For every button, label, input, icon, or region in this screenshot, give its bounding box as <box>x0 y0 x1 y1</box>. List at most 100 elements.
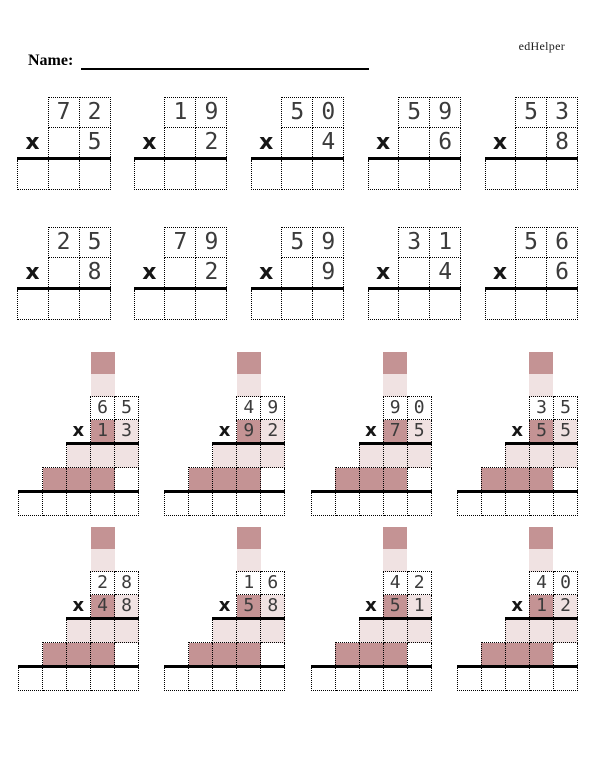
answer-cell[interactable] <box>484 287 516 320</box>
partial-product-cell[interactable] <box>504 618 530 643</box>
answer-cell[interactable] <box>66 665 91 691</box>
work-cell[interactable] <box>281 127 314 159</box>
work-cell[interactable] <box>281 257 314 289</box>
partial-product-cell[interactable] <box>42 642 67 667</box>
answer-cell[interactable] <box>260 665 286 691</box>
answer-cell[interactable] <box>164 157 197 190</box>
carry-box-dark[interactable] <box>383 527 408 549</box>
partial-product-cell[interactable] <box>236 642 262 667</box>
answer-cell[interactable] <box>260 490 286 516</box>
partial-product-cell[interactable] <box>358 467 384 492</box>
partial-product-cell[interactable] <box>236 443 262 468</box>
answer-cell[interactable] <box>312 287 345 320</box>
partial-product-cell[interactable] <box>504 642 530 667</box>
answer-cell[interactable] <box>546 157 578 190</box>
answer-cell[interactable] <box>312 157 345 190</box>
partial-product-cell[interactable] <box>552 618 578 643</box>
partial-product-cell[interactable] <box>114 467 139 492</box>
partial-product-cell[interactable] <box>260 618 286 643</box>
answer-cell[interactable] <box>133 287 166 320</box>
answer-cell[interactable] <box>114 665 139 691</box>
partial-product-cell[interactable] <box>358 443 384 468</box>
answer-cell[interactable] <box>480 490 506 516</box>
work-cell[interactable] <box>164 127 197 159</box>
partial-product-cell[interactable] <box>90 642 115 667</box>
answer-cell[interactable] <box>188 665 214 691</box>
partial-product-cell[interactable] <box>114 618 139 643</box>
answer-cell[interactable] <box>358 490 384 516</box>
carry-box-light[interactable] <box>383 549 408 572</box>
answer-cell[interactable] <box>212 665 238 691</box>
work-cell[interactable] <box>398 257 431 289</box>
partial-product-cell[interactable] <box>406 467 432 492</box>
answer-cell[interactable] <box>429 287 462 320</box>
partial-product-cell[interactable] <box>188 642 214 667</box>
carry-box-dark[interactable] <box>90 527 115 549</box>
answer-cell[interactable] <box>484 157 516 190</box>
partial-product-cell[interactable] <box>358 618 384 643</box>
partial-product-cell[interactable] <box>528 467 554 492</box>
partial-product-cell[interactable] <box>504 443 530 468</box>
carry-box-light[interactable] <box>90 374 115 397</box>
work-cell[interactable] <box>515 127 547 159</box>
answer-cell[interactable] <box>47 287 80 320</box>
partial-product-cell[interactable] <box>236 618 262 643</box>
partial-product-cell[interactable] <box>382 443 408 468</box>
answer-cell[interactable] <box>42 665 67 691</box>
partial-product-cell[interactable] <box>552 443 578 468</box>
partial-product-cell[interactable] <box>260 467 286 492</box>
partial-product-cell[interactable] <box>528 642 554 667</box>
answer-cell[interactable] <box>212 490 238 516</box>
name-input-line[interactable] <box>81 54 370 70</box>
answer-cell[interactable] <box>398 157 431 190</box>
partial-product-cell[interactable] <box>382 642 408 667</box>
partial-product-cell[interactable] <box>406 642 432 667</box>
answer-cell[interactable] <box>164 490 190 516</box>
partial-product-cell[interactable] <box>236 467 262 492</box>
answer-cell[interactable] <box>90 490 115 516</box>
work-cell[interactable] <box>398 127 431 159</box>
answer-cell[interactable] <box>250 287 283 320</box>
answer-cell[interactable] <box>546 287 578 320</box>
answer-cell[interactable] <box>367 287 400 320</box>
partial-product-cell[interactable] <box>66 642 91 667</box>
partial-product-cell[interactable] <box>260 642 286 667</box>
answer-cell[interactable] <box>406 490 432 516</box>
answer-cell[interactable] <box>552 665 578 691</box>
answer-cell[interactable] <box>310 490 336 516</box>
partial-product-cell[interactable] <box>212 618 238 643</box>
answer-cell[interactable] <box>281 157 314 190</box>
carry-box-dark[interactable] <box>529 352 554 374</box>
partial-product-cell[interactable] <box>382 467 408 492</box>
partial-product-cell[interactable] <box>406 443 432 468</box>
partial-product-cell[interactable] <box>212 642 238 667</box>
answer-cell[interactable] <box>236 665 262 691</box>
answer-cell[interactable] <box>515 287 547 320</box>
partial-product-cell[interactable] <box>334 642 360 667</box>
work-cell[interactable] <box>47 127 80 159</box>
answer-cell[interactable] <box>164 287 197 320</box>
partial-product-cell[interactable] <box>382 618 408 643</box>
carry-box-dark[interactable] <box>90 352 115 374</box>
answer-cell[interactable] <box>358 665 384 691</box>
work-cell[interactable] <box>164 257 197 289</box>
partial-product-cell[interactable] <box>260 443 286 468</box>
answer-cell[interactable] <box>334 490 360 516</box>
carry-box-dark[interactable] <box>529 527 554 549</box>
answer-cell[interactable] <box>133 157 166 190</box>
answer-cell[interactable] <box>195 287 228 320</box>
answer-cell[interactable] <box>456 490 482 516</box>
carry-box-light[interactable] <box>90 549 115 572</box>
answer-cell[interactable] <box>78 287 111 320</box>
partial-product-cell[interactable] <box>212 443 238 468</box>
carry-box-light[interactable] <box>236 549 261 572</box>
partial-product-cell[interactable] <box>66 618 91 643</box>
answer-cell[interactable] <box>18 490 43 516</box>
partial-product-cell[interactable] <box>334 467 360 492</box>
work-cell[interactable] <box>47 257 80 289</box>
carry-box-dark[interactable] <box>236 527 261 549</box>
partial-product-cell[interactable] <box>90 467 115 492</box>
answer-cell[interactable] <box>47 157 80 190</box>
partial-product-cell[interactable] <box>66 467 91 492</box>
answer-cell[interactable] <box>334 665 360 691</box>
